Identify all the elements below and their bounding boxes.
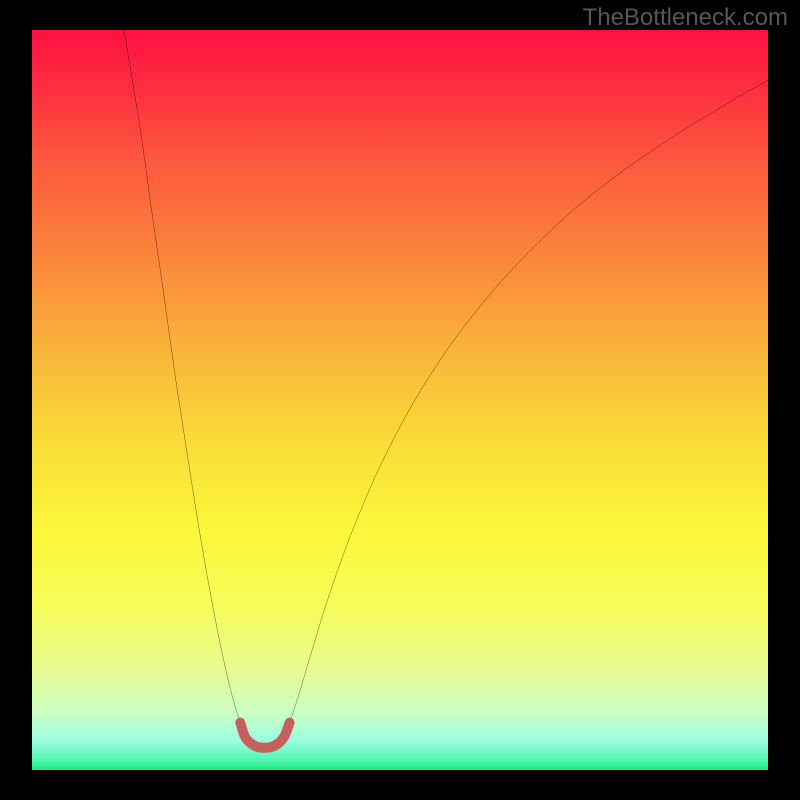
watermark-text: TheBottleneck.com xyxy=(583,4,788,32)
chart-container: TheBottleneck.com xyxy=(0,0,800,800)
curve-right xyxy=(290,80,768,722)
curve-left xyxy=(124,30,240,723)
curves-layer xyxy=(32,30,768,770)
valley-marker xyxy=(240,723,289,748)
plot-area xyxy=(32,30,768,770)
